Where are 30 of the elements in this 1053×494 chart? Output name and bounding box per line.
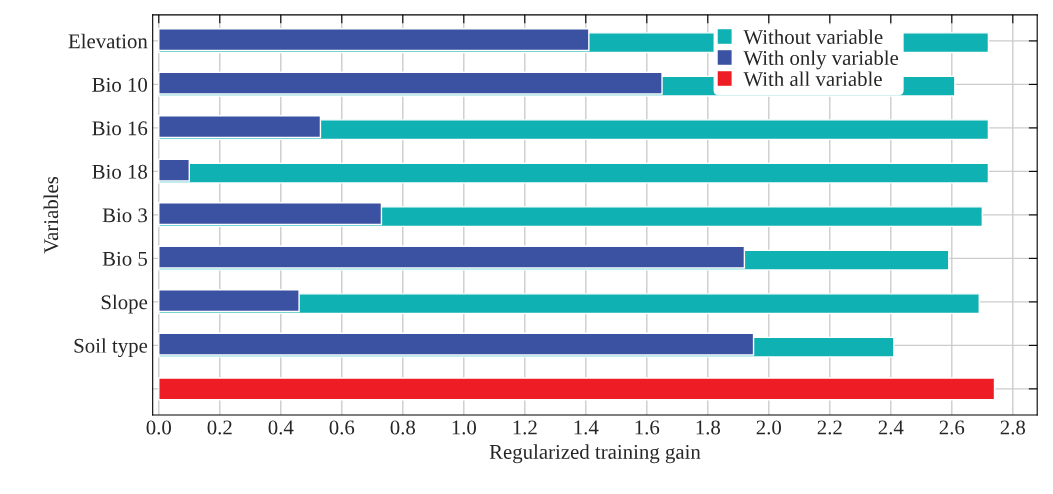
legend-label: Without variable: [743, 29, 883, 45]
x-tick-label: 2.0: [756, 420, 782, 435]
y-tick-label: Elevation: [68, 33, 148, 49]
x-tick-label: 0.4: [268, 420, 294, 435]
y-tick-label: Slope: [101, 294, 148, 314]
x-tick-label: 2.4: [878, 420, 904, 435]
y-tick-label: Bio 10: [92, 77, 148, 92]
y-tick-label: Bio 16: [92, 121, 148, 136]
x-tick-label: 0.0: [146, 420, 172, 435]
x-tick-label: 2.6: [939, 420, 965, 435]
x-tick-label: 2.2: [817, 420, 842, 435]
y-tick-label: Bio 5: [102, 251, 148, 266]
x-tick-label: 1.4: [574, 420, 599, 435]
x-tick-label: 1.6: [635, 420, 660, 435]
legend-label: With all variable: [743, 71, 882, 87]
bar: [158, 162, 990, 184]
x-tick-label: 1.0: [452, 420, 477, 435]
bar: [158, 377, 996, 401]
y-tick-label: Bio 3: [102, 208, 148, 223]
y-tick-label: Bio 18: [92, 164, 148, 179]
y-tick-label: Soil type: [74, 338, 148, 358]
x-tick-label: 1.2: [513, 420, 537, 435]
x-tick-label: 0.2: [207, 420, 232, 435]
legend-label: With only variable: [743, 50, 899, 70]
x-axis-title: Regularized training gain: [489, 444, 701, 464]
x-tick-label: 1.8: [696, 420, 721, 435]
x-tick-label: 0.8: [390, 420, 416, 435]
x-tick-label: 2.8: [1000, 420, 1026, 435]
x-tick-label: 0.6: [329, 420, 355, 435]
y-axis-title: Variables: [43, 176, 59, 254]
